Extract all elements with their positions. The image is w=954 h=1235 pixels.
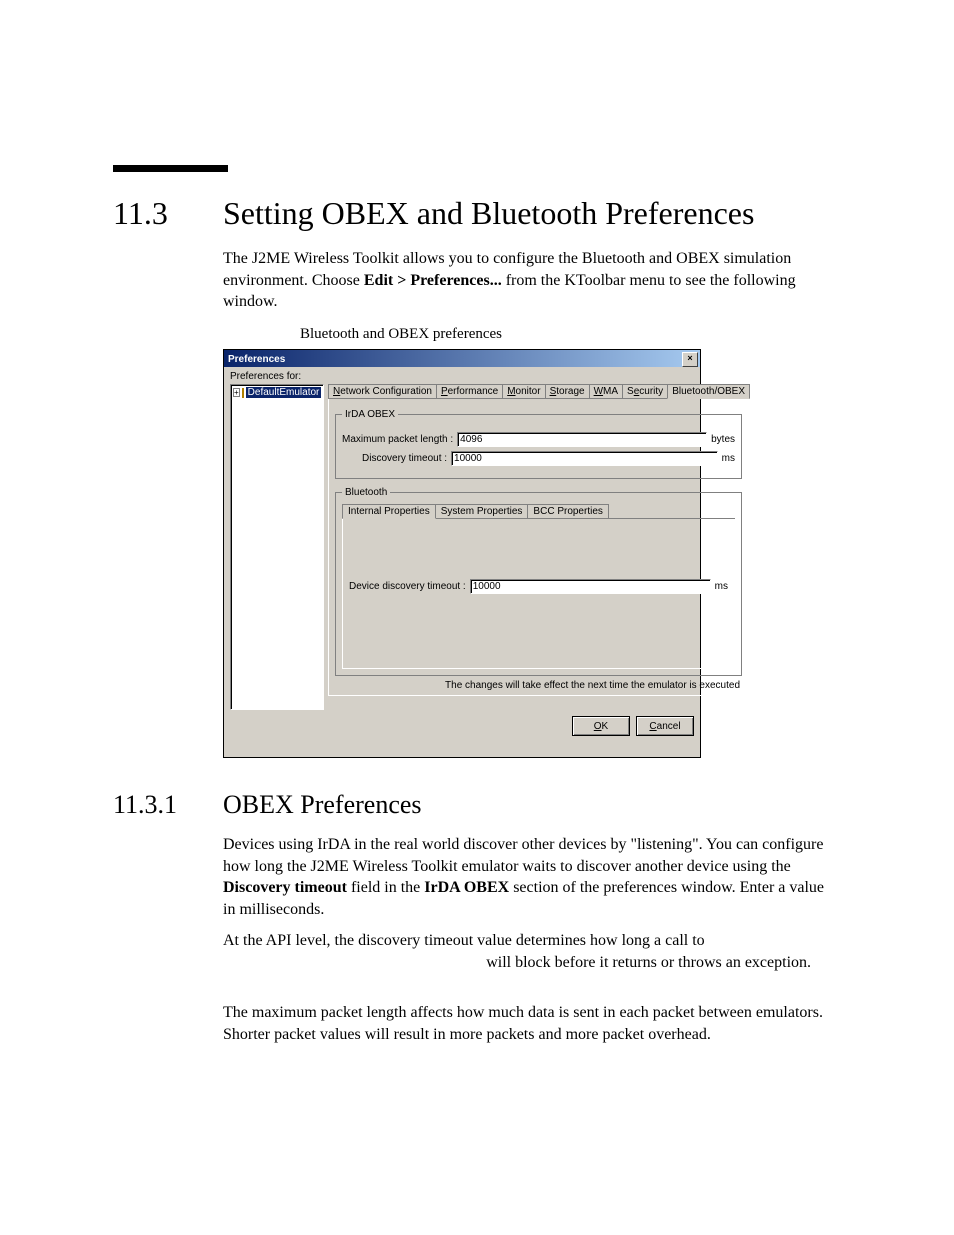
tab-network-label: etwork Configuration <box>340 386 432 397</box>
max-packet-row: Maximum packet length : bytes <box>342 432 735 447</box>
window-titlebar: Preferences × <box>224 350 700 367</box>
tab-security-label: S <box>627 386 634 397</box>
discovery-timeout-unit: ms <box>722 453 735 464</box>
device-discovery-unit: ms <box>715 581 728 592</box>
device-discovery-label: Device discovery timeout : <box>349 581 466 592</box>
prefs-main-row: + DefaultEmulator Network Configuration … <box>224 384 700 710</box>
tab-monitor-label: onitor <box>516 386 541 397</box>
max-packet-unit: bytes <box>711 434 735 445</box>
subsection-p2: At the API level, the discovery timeout … <box>223 930 833 973</box>
tab-monitor[interactable]: Monitor <box>502 384 545 398</box>
discovery-timeout-row: Discovery timeout : ms <box>342 451 735 466</box>
tab-performance-label: erformance <box>448 386 499 397</box>
p1-bold-discovery-timeout: Discovery timeout <box>223 879 347 896</box>
tab-security[interactable]: Security <box>622 384 668 398</box>
max-packet-label: Maximum packet length : <box>342 434 453 445</box>
tab-storage[interactable]: Storage <box>545 384 590 398</box>
p1-text-a: Devices using IrDA in the real world dis… <box>223 836 823 875</box>
max-packet-input[interactable] <box>457 432 707 447</box>
subsection-title: OBEX Preferences <box>223 790 422 820</box>
tab-wma[interactable]: WMA <box>589 384 623 398</box>
p2-text-b: will block before it returns or throws a… <box>486 954 811 971</box>
dialog-button-row: OK Cancel <box>224 710 700 742</box>
section-rule <box>113 165 228 172</box>
change-effect-hint: The changes will take effect the next ti… <box>445 680 740 691</box>
tab-wma-label: MA <box>603 386 618 397</box>
close-icon[interactable]: × <box>682 352 698 367</box>
p1-bold-irda-obex: IrDA OBEX <box>424 879 509 896</box>
bt-subtabs: Internal Properties System Properties BC… <box>342 504 735 519</box>
bluetooth-legend: Bluetooth <box>342 487 390 498</box>
discovery-timeout-label: Discovery timeout : <box>362 453 447 464</box>
prefs-tabstrip: Network Configuration Performance Monito… <box>328 384 749 399</box>
section-intro: The J2ME Wireless Toolkit allows you to … <box>223 248 833 313</box>
irda-obex-group: IrDA OBEX Maximum packet length : bytes … <box>335 409 742 479</box>
tree-expander-icon[interactable]: + <box>233 388 240 397</box>
p2-text-a: At the API level, the discovery timeout … <box>223 932 705 949</box>
preferences-window: Preferences × Preferences for: + Default… <box>223 349 701 758</box>
prefs-right-pane: Network Configuration Performance Monito… <box>324 384 749 710</box>
discovery-timeout-input[interactable] <box>451 451 718 466</box>
section-title: Setting OBEX and Bluetooth Preferences <box>223 195 754 232</box>
intro-menu-path: Edit > Preferences... <box>364 272 502 289</box>
ok-button[interactable]: OK <box>572 716 630 736</box>
bt-subtab-content: Device discovery timeout : ms <box>342 519 735 669</box>
tree-node-label: DefaultEmulator <box>246 387 322 398</box>
subsection-p3: The maximum packet length affects how mu… <box>223 1002 833 1045</box>
tab-content-bt-obex: IrDA OBEX Maximum packet length : bytes … <box>328 399 749 696</box>
subsection-p1: Devices using IrDA in the real world dis… <box>223 834 833 920</box>
bluetooth-group: Bluetooth Internal Properties System Pro… <box>335 487 742 676</box>
folder-icon <box>242 388 244 398</box>
irda-obex-legend: IrDA OBEX <box>342 409 398 420</box>
subtab-internal-properties[interactable]: Internal Properties <box>342 504 436 519</box>
preferences-for-label: Preferences for: <box>224 367 700 384</box>
p1-text-c: field in the <box>351 879 424 896</box>
tree-node-default-emulator[interactable]: + DefaultEmulator <box>233 387 321 398</box>
figure-caption: Bluetooth and OBEX preferences <box>300 326 502 343</box>
device-tree[interactable]: + DefaultEmulator <box>230 384 324 710</box>
subtab-bcc-properties[interactable]: BCC Properties <box>527 504 608 518</box>
device-discovery-input[interactable] <box>470 579 711 594</box>
tab-network-configuration[interactable]: Network Configuration <box>328 384 437 398</box>
section-number: 11.3 <box>113 195 168 232</box>
tab-performance[interactable]: Performance <box>436 384 503 398</box>
window-title: Preferences <box>228 354 285 365</box>
subsection-number: 11.3.1 <box>113 790 177 820</box>
subtab-system-properties[interactable]: System Properties <box>435 504 529 518</box>
cancel-button[interactable]: Cancel <box>636 716 694 736</box>
ok-button-label: K <box>602 721 609 732</box>
device-discovery-row: Device discovery timeout : ms <box>349 579 728 594</box>
tab-bluetooth-obex[interactable]: Bluetooth/OBEX <box>667 384 750 399</box>
cancel-button-label: ancel <box>657 721 681 732</box>
tab-storage-label: torage <box>556 386 584 397</box>
